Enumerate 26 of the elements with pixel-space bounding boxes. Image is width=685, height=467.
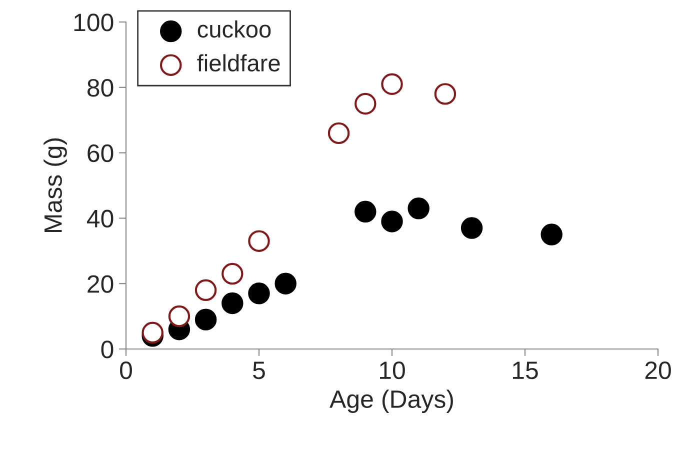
y-tick-label: 40 [86,210,114,228]
y-axis-title: Mass (g) [44,138,67,232]
point [168,305,190,328]
y-tick-label: 100 [74,14,114,32]
point [540,224,562,246]
x-tick-label: 10 [380,361,405,380]
x-tick-label: 0 [120,361,132,380]
x-tick-label: 15 [513,362,538,380]
x-tick-label: 5 [253,362,265,380]
x-axis-title: Age (Days) [330,390,453,413]
point [408,198,430,220]
point [222,292,244,314]
point [381,210,403,232]
point [354,200,376,223]
point [248,282,270,304]
y-tick-label: 20 [88,275,114,293]
y-tick-label: 60 [88,144,114,162]
y-tick-label: 0 [101,340,114,358]
x-tick-label: 20 [645,361,671,380]
point [460,217,483,239]
legend-label: fieldfare [197,54,280,72]
point [142,322,164,344]
legend-label: cuckoo [198,20,271,38]
point [274,272,296,294]
y-tick-label: 80 [87,79,114,97]
point [194,308,217,330]
